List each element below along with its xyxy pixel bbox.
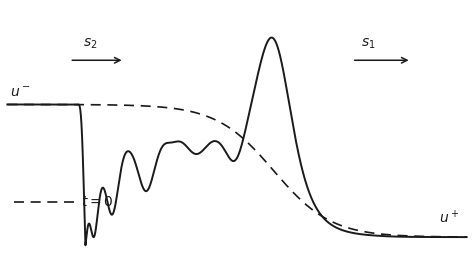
Text: $s_1$: $s_1$	[361, 37, 375, 51]
Text: $s_2$: $s_2$	[83, 37, 98, 51]
Text: $u^-$: $u^-$	[9, 86, 30, 100]
Text: $u^+$: $u^+$	[439, 209, 460, 226]
Text: $t=0$: $t=0$	[81, 195, 113, 209]
